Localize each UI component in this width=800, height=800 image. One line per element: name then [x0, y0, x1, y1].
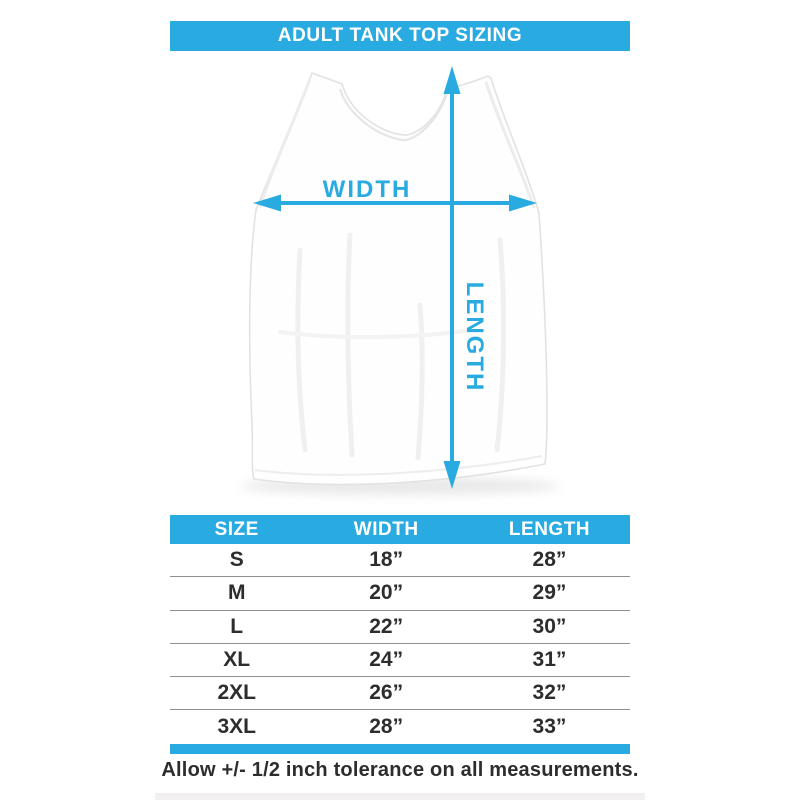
table-row: 2XL 26” 32” — [170, 677, 630, 711]
size-cell: 2XL — [217, 681, 256, 705]
length-cell: 32” — [532, 681, 567, 705]
length-cell: 31” — [532, 648, 567, 672]
width-cell: 18” — [369, 548, 404, 572]
size-cell: L — [230, 614, 244, 638]
length-cell: 33” — [532, 715, 567, 739]
column-header-width: WIDTH — [353, 518, 419, 540]
tank-top-illustration — [248, 71, 548, 486]
length-label: LENGTH — [461, 282, 488, 393]
table-row: XL 24” 31” — [170, 644, 630, 678]
table-header-row: SIZE WIDTH LENGTH — [170, 515, 630, 544]
width-arrow — [253, 194, 537, 212]
width-cell: 28” — [369, 715, 404, 739]
column-header-size: SIZE — [214, 518, 259, 540]
page-title: ADULT TANK TOP SIZING — [277, 25, 523, 46]
size-cell: XL — [223, 648, 251, 672]
size-table: SIZE WIDTH LENGTH S 18” 28” M 20” 29” L … — [170, 515, 630, 754]
length-arrow — [443, 66, 461, 489]
table-row: 3XL 28” 33” — [170, 710, 630, 743]
width-cell: 20” — [369, 581, 404, 605]
size-cell: M — [227, 581, 246, 605]
size-cell: 3XL — [217, 715, 256, 739]
size-cell: S — [229, 548, 244, 572]
page-bottom-strip — [155, 793, 645, 800]
table-row: S 18” 28” — [170, 544, 630, 578]
length-cell: 30” — [532, 614, 567, 638]
column-header-length: LENGTH — [508, 518, 591, 540]
table-row: M 20” 29” — [170, 577, 630, 611]
length-cell: 28” — [532, 548, 567, 572]
width-cell: 22” — [369, 614, 404, 638]
tolerance-note: Allow +/- 1/2 inch tolerance on all meas… — [161, 759, 639, 781]
tank-top-diagram: WIDTH LENGTH — [240, 66, 560, 495]
chart-title-bar: ADULT TANK TOP SIZING — [170, 21, 630, 51]
width-cell: 24” — [369, 648, 404, 672]
width-label: WIDTH — [323, 176, 412, 203]
table-footer-bar — [170, 743, 630, 754]
width-cell: 26” — [369, 681, 404, 705]
table-row: L 22” 30” — [170, 611, 630, 644]
length-cell: 29” — [532, 581, 567, 605]
